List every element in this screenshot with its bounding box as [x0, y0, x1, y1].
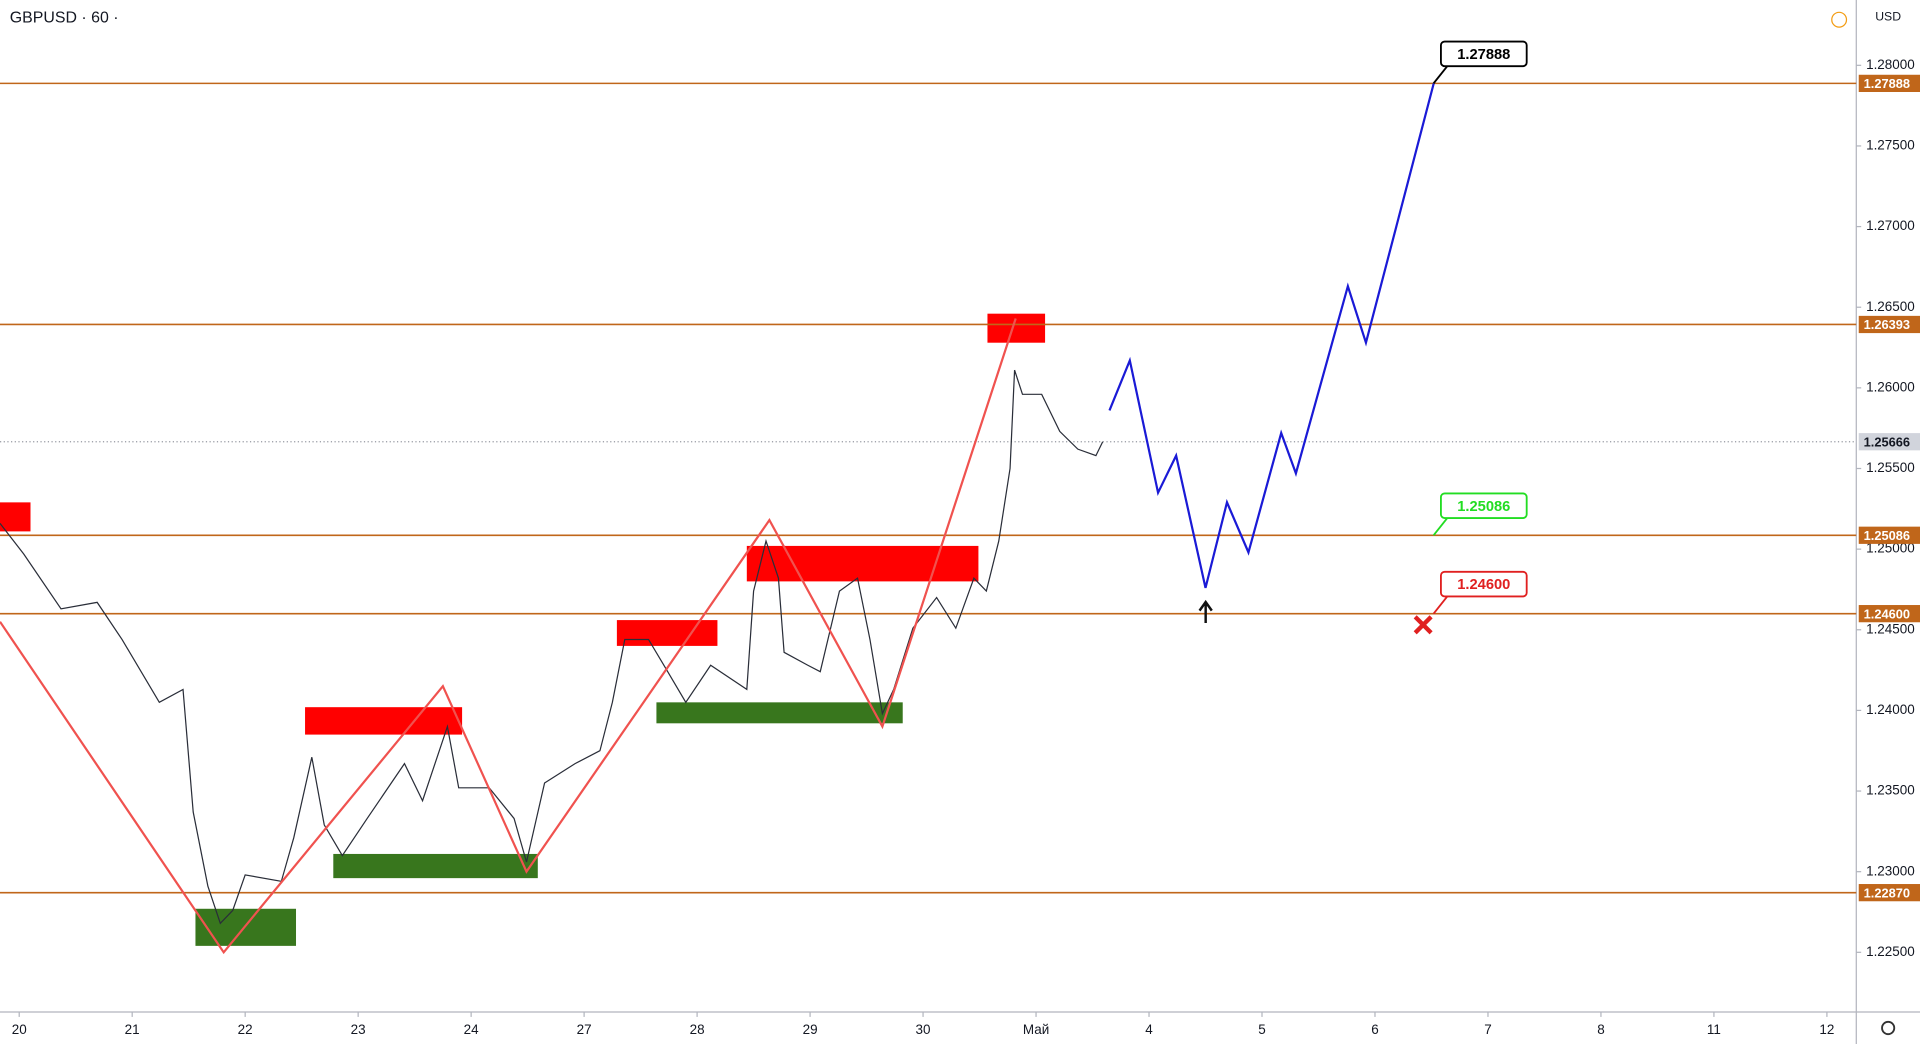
x-tick-label: Май [1023, 1022, 1049, 1037]
y-tick-label: 1.25000 [1866, 541, 1915, 556]
y-tick-label: 1.22500 [1866, 944, 1915, 959]
x-tick-label: 7 [1484, 1022, 1491, 1037]
level-axis-box [1858, 605, 1920, 623]
callout-pointer [1432, 594, 1449, 615]
callout-pointer [1432, 64, 1449, 84]
callout-box [1440, 40, 1528, 68]
y-tick-label: 1.23500 [1866, 783, 1915, 798]
y-tick-label: 1.24000 [1866, 702, 1915, 717]
x-tick-label: 6 [1371, 1022, 1378, 1037]
x-tick-label: 11 [1707, 1022, 1721, 1037]
y-tick-label: 1.27500 [1866, 137, 1915, 152]
alert-icon[interactable] [1831, 11, 1848, 28]
callout-label: 1.25086 [1457, 499, 1510, 515]
x-tick-label: 4 [1145, 1022, 1153, 1037]
level-axis-label: 1.22870 [1864, 885, 1910, 900]
callout-pointer [1432, 516, 1449, 536]
zone [746, 545, 979, 582]
y-tick-label: 1.26000 [1866, 379, 1915, 394]
series-line [0, 369, 1104, 925]
level-axis-label: 1.27888 [1864, 76, 1910, 91]
settings-icon[interactable] [1881, 1020, 1896, 1036]
x-tick-label: 21 [125, 1022, 140, 1037]
zone [195, 908, 297, 946]
level-axis-label: 1.25086 [1864, 528, 1910, 543]
zone [305, 707, 463, 735]
level-axis-box [1858, 315, 1920, 334]
x-tick-label: 30 [916, 1022, 931, 1037]
level-axis-label: 1.24600 [1864, 606, 1910, 621]
zone [987, 313, 1046, 343]
last-price-label: 1.25666 [1864, 434, 1910, 449]
callout-label: 1.27888 [1457, 47, 1510, 63]
callout-box [1440, 492, 1528, 519]
symbol-title: GBPUSD · 60 · [10, 10, 119, 27]
callout-box [1440, 570, 1528, 598]
last-price-box [1858, 433, 1920, 451]
currency-label: USD [1875, 9, 1901, 23]
level-axis-box [1858, 884, 1920, 902]
y-tick-label: 1.26500 [1866, 299, 1915, 314]
x-tick-label: 23 [351, 1022, 366, 1037]
x-tick-label: 20 [12, 1022, 27, 1037]
level-axis-box [1858, 526, 1920, 544]
level-axis-label: 1.26393 [1864, 317, 1910, 332]
x-tick-label: 22 [238, 1022, 253, 1037]
y-tick-label: 1.28000 [1866, 57, 1915, 72]
y-tick-label: 1.24500 [1866, 621, 1915, 636]
level-axis-box [1858, 74, 1920, 92]
y-tick-label: 1.23000 [1866, 863, 1915, 878]
callout-label: 1.24600 [1457, 577, 1510, 593]
zone [656, 702, 903, 724]
x-tick-label: 29 [803, 1022, 818, 1037]
series-line [0, 318, 1017, 955]
x-tick-label: 8 [1597, 1022, 1604, 1037]
x-tick-label: 27 [577, 1022, 592, 1037]
y-tick-label: 1.27000 [1866, 218, 1915, 233]
zone [616, 620, 718, 646]
y-tick-label: 1.25500 [1866, 460, 1915, 475]
up-arrow [1198, 599, 1213, 623]
x-tick-label: 24 [464, 1022, 479, 1037]
stop-cross [1413, 615, 1433, 635]
x-tick-label: 12 [1819, 1022, 1834, 1037]
zone [0, 502, 31, 532]
x-tick-label: 28 [690, 1022, 705, 1037]
series-line [1108, 83, 1435, 589]
x-tick-label: 5 [1258, 1022, 1265, 1037]
zone [333, 853, 538, 879]
